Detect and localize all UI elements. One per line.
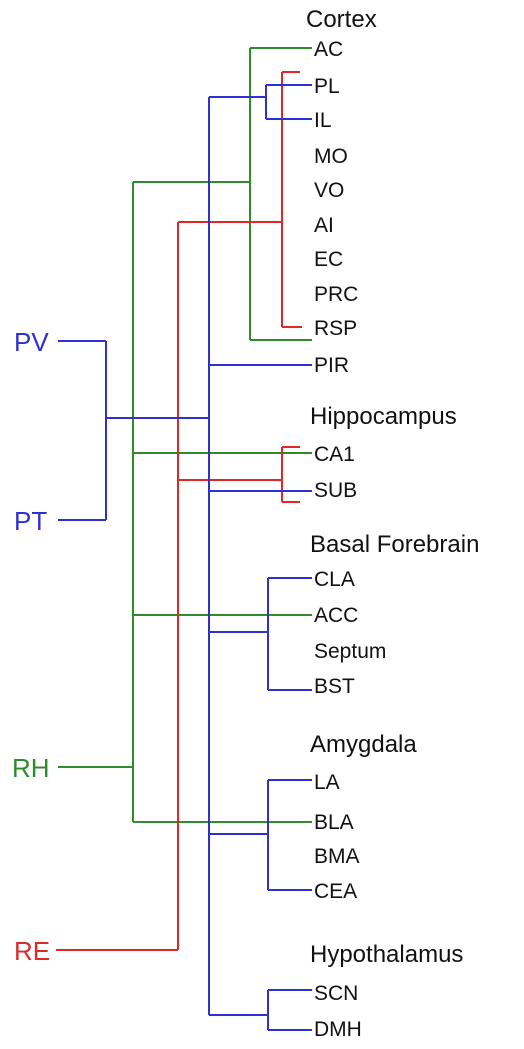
region-septum-label: Septum — [314, 640, 386, 663]
blue-to-hypothalamus — [209, 989, 312, 1031]
pv-pt-trunk — [58, 340, 209, 521]
re-trunk — [56, 222, 179, 951]
group-amygdala-header: Amygdala — [310, 731, 417, 758]
region-vo-label: VO — [314, 179, 344, 202]
region-scn-label: SCN — [314, 982, 358, 1005]
group-headers: Cortex Hippocampus Basal Forebrain Amygd… — [306, 6, 479, 968]
group-cortex-header: Cortex — [306, 6, 377, 33]
region-bla-label: BLA — [314, 811, 354, 834]
region-dmh-label: DMH — [314, 1018, 362, 1041]
rh-projection-lines — [58, 47, 312, 823]
re-to-hippocampus — [178, 446, 300, 503]
region-il-label: IL — [314, 109, 332, 132]
region-ai-label: AI — [314, 214, 334, 237]
region-bma-label: BMA — [314, 845, 360, 868]
region-ec-label: EC — [314, 248, 343, 271]
region-bst-label: BST — [314, 675, 355, 698]
rh-trunk — [58, 182, 134, 822]
pv-pt-projection-lines — [58, 84, 312, 1031]
region-cla-label: CLA — [314, 568, 355, 591]
region-pir-label: PIR — [314, 354, 349, 377]
re-to-cortex — [178, 71, 302, 328]
group-hippocampus-header: Hippocampus — [310, 403, 457, 430]
source-labels: PV PT RH RE — [12, 327, 50, 966]
blue-to-basal-forebrain — [209, 577, 312, 691]
region-rsp-label: RSP — [314, 317, 357, 340]
region-ca1-label: CA1 — [314, 443, 355, 466]
group-hypothalamus-header: Hypothalamus — [310, 941, 463, 968]
region-cea-label: CEA — [314, 880, 357, 903]
region-sub-label: SUB — [314, 479, 357, 502]
re-projection-lines — [56, 71, 302, 951]
region-labels: AC PL IL MO VO AI EC PRC RSP PIR CA1 SUB… — [314, 38, 386, 1041]
source-pt-label: PT — [14, 506, 47, 536]
region-acc-label: ACC — [314, 604, 358, 627]
group-basal-forebrain-header: Basal Forebrain — [310, 531, 479, 558]
region-mo-label: MO — [314, 145, 348, 168]
source-pv-label: PV — [14, 327, 49, 357]
source-rh-label: RH — [12, 753, 50, 783]
region-prc-label: PRC — [314, 283, 358, 306]
blue-to-pl-il — [209, 84, 312, 120]
rh-to-cortex — [133, 47, 312, 341]
region-ac-label: AC — [314, 38, 343, 61]
region-pl-label: PL — [314, 75, 340, 98]
region-la-label: LA — [314, 771, 340, 794]
source-re-label: RE — [14, 936, 50, 966]
blue-to-amygdala — [209, 779, 312, 891]
